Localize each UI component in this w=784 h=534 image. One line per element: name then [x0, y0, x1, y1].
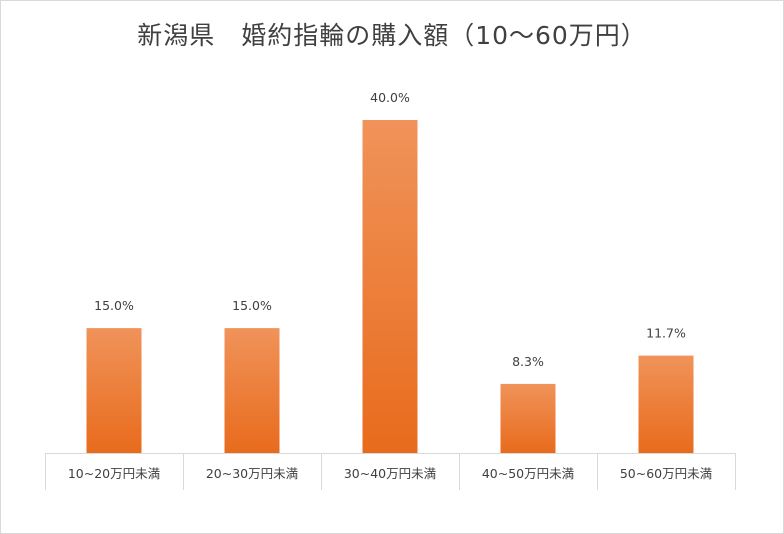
bar	[500, 383, 556, 453]
x-axis: 10~20万円未満 20~30万円未満 30~40万円未満 40~50万円未満 50~6…	[45, 453, 736, 490]
bar	[362, 120, 418, 453]
bar	[224, 328, 280, 453]
x-tick-label: 20~30万円未満	[206, 466, 298, 481]
x-tick-label: 50~60万円未満	[620, 466, 712, 481]
chart-title: 新潟県 婚約指輪の購入額（10〜60万円）	[137, 21, 647, 50]
bars-layer: 15.0% 15.0% 40.0% 8.3% 11.7%	[86, 90, 694, 453]
bar-value-label: 11.7%	[646, 326, 686, 341]
bar	[638, 355, 694, 453]
bar-value-label: 15.0%	[232, 298, 272, 313]
bar-value-label: 8.3%	[512, 354, 544, 369]
bar	[86, 328, 142, 453]
bar-value-label: 40.0%	[370, 90, 410, 105]
x-tick-label: 40~50万円未満	[482, 466, 574, 481]
bar-value-label: 15.0%	[94, 298, 134, 313]
x-tick-label: 10~20万円未満	[68, 466, 160, 481]
x-tick-label: 30~40万円未満	[344, 466, 436, 481]
